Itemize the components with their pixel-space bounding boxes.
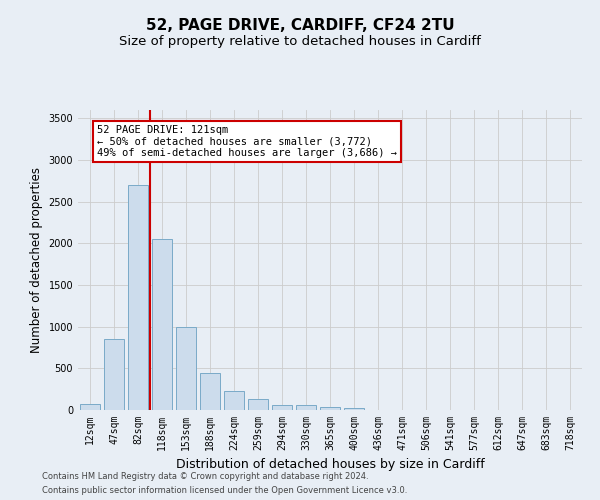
Bar (80, 404, 100, 410)
Bar (176, 326, 196, 410)
Text: Contains HM Land Registry data © Crown copyright and database right 2024.: Contains HM Land Registry data © Crown c… (42, 472, 368, 481)
Text: Size of property relative to detached houses in Cardiff: Size of property relative to detached ho… (119, 35, 481, 48)
Text: Contains public sector information licensed under the Open Government Licence v3: Contains public sector information licen… (42, 486, 407, 495)
Y-axis label: Number of detached properties: Number of detached properties (30, 167, 43, 353)
X-axis label: Distribution of detached houses by size in Cardiff: Distribution of detached houses by size … (176, 458, 484, 471)
Bar (200, 372, 220, 410)
Bar (152, 239, 172, 410)
Bar (296, 406, 316, 410)
Bar (248, 399, 268, 410)
Text: 52, PAGE DRIVE, CARDIFF, CF24 2TU: 52, PAGE DRIVE, CARDIFF, CF24 2TU (146, 18, 454, 32)
Text: 52 PAGE DRIVE: 121sqm
← 50% of detached houses are smaller (3,772)
49% of semi-d: 52 PAGE DRIVE: 121sqm ← 50% of detached … (97, 125, 397, 158)
Bar (344, 408, 364, 410)
Bar (320, 407, 340, 410)
Bar (272, 405, 292, 410)
Bar (224, 391, 244, 410)
Bar (128, 185, 148, 410)
Bar (104, 339, 124, 410)
